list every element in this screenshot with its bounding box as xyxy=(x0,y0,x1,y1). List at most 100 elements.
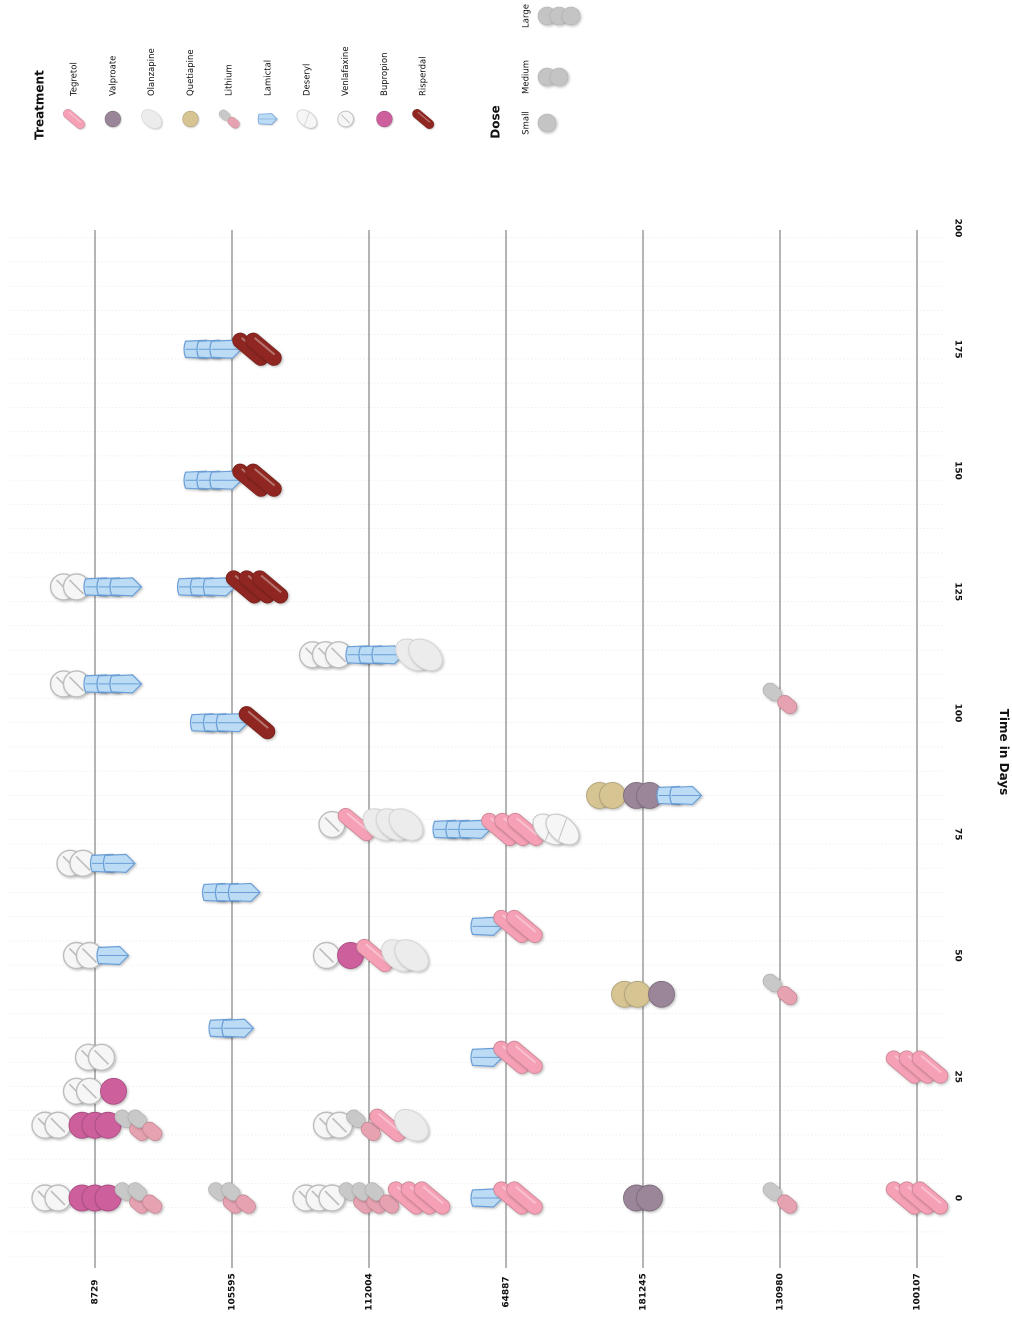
legend-pill xyxy=(218,109,240,129)
olanzapine-pill xyxy=(394,1109,429,1142)
lamictal-pill xyxy=(669,785,703,806)
legend-treatment-label: Tegretol xyxy=(70,62,80,97)
risperdal-pill xyxy=(245,463,282,497)
venlafaxine-pill xyxy=(44,1184,72,1212)
venlafaxine-pill xyxy=(87,1043,116,1072)
legend-treatment-label: Deseryl xyxy=(302,64,312,96)
lithium-pill xyxy=(218,109,240,129)
tegretol-pill xyxy=(356,938,393,973)
venlafaxine-pill xyxy=(44,1111,72,1139)
legend-pill xyxy=(141,109,162,129)
legend-dose-dot xyxy=(561,6,581,26)
lithium-pill xyxy=(762,682,798,715)
legend-treatment-title: Treatment xyxy=(33,70,47,140)
venlafaxine-pill xyxy=(318,1184,346,1212)
quetiapine-pill xyxy=(599,782,626,809)
x-tick-label: 150 xyxy=(953,461,963,480)
x-tick-label: 75 xyxy=(953,828,963,841)
olanzapine-pill xyxy=(141,109,162,129)
legend-treatment-label: Valproate xyxy=(108,56,118,96)
x-tick-label: 175 xyxy=(953,340,963,359)
legend-pill xyxy=(257,113,278,125)
tegretol-pill xyxy=(911,1050,949,1084)
legend-dose-label: Small xyxy=(522,111,532,135)
legend-dose-dot xyxy=(549,67,569,87)
lamictal-pill xyxy=(221,1018,255,1038)
tegretol-pill xyxy=(506,1040,543,1074)
lithium-pill xyxy=(221,1182,256,1214)
venlafaxine-pill xyxy=(75,1077,104,1106)
lithium-pill xyxy=(364,1182,400,1214)
grid xyxy=(10,237,945,1257)
bupropion-pill xyxy=(100,1077,127,1105)
olanzapine-pill xyxy=(394,939,429,972)
quetiapine-pill xyxy=(624,980,651,1008)
legend: Treatment Tegretol Valproate Olanzapine Quet… xyxy=(33,4,581,140)
tegretol-pill xyxy=(63,109,85,129)
x-tick-label: 125 xyxy=(953,582,963,601)
lamictal-pill xyxy=(109,577,143,597)
valproate-pill xyxy=(636,1184,663,1212)
patient-label: 130980 xyxy=(776,1273,786,1311)
venlafaxine-pill xyxy=(325,1111,354,1139)
lithium-pill xyxy=(762,1182,798,1214)
patient-rows: 8729 105595 112004 64887 181245 130980 100107 xyxy=(91,230,923,1311)
legend-pill xyxy=(182,110,199,128)
tegretol-pill xyxy=(413,1181,451,1215)
legend-treatment-label: Venlafaxine xyxy=(341,46,351,96)
legend-pill xyxy=(296,109,317,129)
legend-pill xyxy=(63,109,85,129)
x-axis-title: Time in Days xyxy=(997,709,1011,796)
patient-label: 64887 xyxy=(502,1276,512,1307)
x-tick-label: 50 xyxy=(953,949,963,962)
olanzapine-pill xyxy=(408,638,443,672)
legend-treatment-label: Lamictal xyxy=(264,60,274,96)
legend-dose-label: Medium xyxy=(522,60,532,94)
lithium-pill xyxy=(127,1182,163,1214)
valproate-pill xyxy=(648,980,675,1008)
patient-label: 112004 xyxy=(365,1273,375,1311)
venlafaxine-pill xyxy=(312,941,341,970)
deseryl-pill xyxy=(296,109,317,129)
risperdal-pill xyxy=(245,332,282,366)
olanzapine-pill xyxy=(388,808,424,841)
legend-pill xyxy=(376,110,393,128)
venlafaxine-pill xyxy=(337,110,354,128)
legend-dose-dot xyxy=(537,113,557,133)
tegretol-pill xyxy=(506,1181,543,1215)
risperdal-pill xyxy=(412,109,435,129)
legend-treatment-label: Quetiapine xyxy=(186,49,196,96)
lamictal-pill xyxy=(257,113,278,125)
tegretol-pill xyxy=(911,1181,949,1215)
lamictal-pill xyxy=(227,882,261,903)
lithium-pill xyxy=(127,1109,163,1141)
legend-pill xyxy=(412,109,435,129)
legend-treatment-label: Olanzapine xyxy=(147,48,157,96)
patient-label: 8729 xyxy=(91,1279,101,1304)
lithium-pill xyxy=(346,1109,381,1141)
x-tick-label: 25 xyxy=(953,1070,963,1083)
risperdal-pill xyxy=(251,570,289,604)
quetiapine-pill xyxy=(182,110,199,128)
lamictal-pill xyxy=(96,945,130,966)
legend-pill xyxy=(104,110,121,128)
deseryl-pill xyxy=(545,813,580,846)
patient-label: 100107 xyxy=(913,1273,923,1311)
tegretol-pill xyxy=(506,909,543,943)
legend-pill xyxy=(337,110,354,128)
tegretol-pill xyxy=(369,1108,406,1142)
patient-label: 105595 xyxy=(228,1273,238,1311)
x-tick-label: 100 xyxy=(953,704,963,723)
legend-treatment-label: Risperdal xyxy=(419,56,429,96)
x-axis-ticks: 0 25 50 75 100 125 150 175 200 xyxy=(953,219,963,1202)
bupropion-pill xyxy=(376,110,393,128)
legend-treatment-label: Lithium xyxy=(225,64,235,96)
risperdal-pill xyxy=(238,706,276,740)
lithium-pill xyxy=(762,973,798,1006)
legend-dose-label: Large xyxy=(522,4,532,28)
venlafaxine-pill xyxy=(62,573,91,601)
pill-marks xyxy=(31,332,949,1215)
tegretol-pill xyxy=(337,807,375,842)
lamictal-pill xyxy=(109,674,143,694)
x-tick-label: 200 xyxy=(953,219,963,238)
